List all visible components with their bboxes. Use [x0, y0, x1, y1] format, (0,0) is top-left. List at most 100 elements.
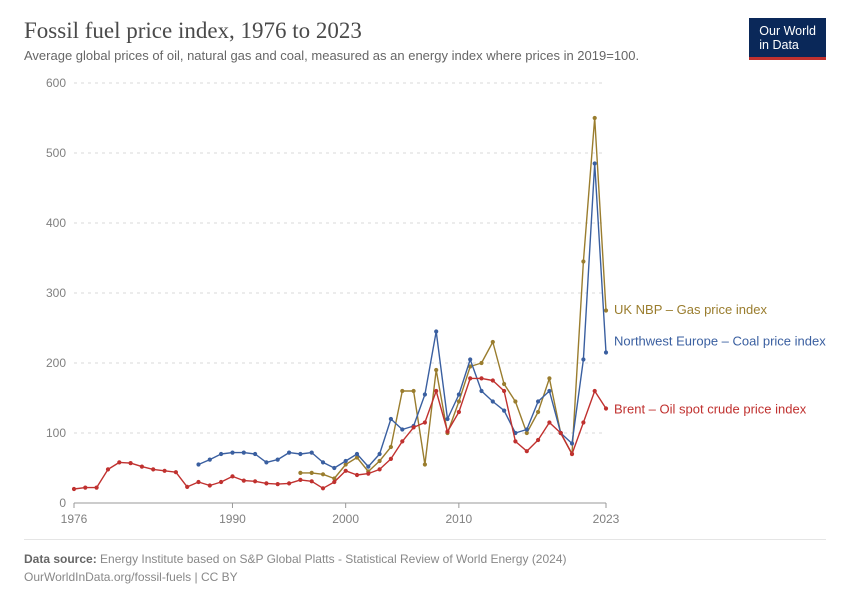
- series-marker-oil: [434, 389, 438, 393]
- series-marker-coal: [570, 441, 574, 445]
- series-marker-coal: [502, 409, 506, 413]
- series-marker-gas: [310, 471, 314, 475]
- series-label-oil: Brent – Oil spot crude price index: [614, 401, 807, 416]
- series-marker-oil: [72, 487, 76, 491]
- series-marker-coal: [593, 161, 597, 165]
- series-marker-oil: [196, 480, 200, 484]
- series-marker-gas: [513, 399, 517, 403]
- chart-title: Fossil fuel price index, 1976 to 2023: [24, 18, 639, 44]
- series-marker-oil: [355, 473, 359, 477]
- logo-line1: Our World: [759, 24, 816, 38]
- series-marker-coal: [287, 451, 291, 455]
- series-marker-oil: [253, 479, 257, 483]
- series-marker-oil: [559, 431, 563, 435]
- series-marker-oil: [412, 425, 416, 429]
- series-marker-coal: [264, 460, 268, 464]
- series-marker-coal: [536, 399, 540, 403]
- series-marker-coal: [445, 417, 449, 421]
- series-marker-gas: [479, 361, 483, 365]
- x-tick-label: 2023: [593, 512, 620, 526]
- series-marker-gas: [604, 308, 608, 312]
- series-marker-oil: [117, 460, 121, 464]
- series-marker-oil: [344, 469, 348, 473]
- source-label: Data source:: [24, 552, 97, 566]
- series-marker-oil: [129, 461, 133, 465]
- series-marker-oil: [310, 479, 314, 483]
- series-marker-coal: [400, 427, 404, 431]
- series-marker-oil: [479, 376, 483, 380]
- series-marker-gas: [378, 459, 382, 463]
- series-marker-coal: [332, 466, 336, 470]
- y-tick-label: 300: [46, 286, 66, 300]
- series-marker-coal: [389, 417, 393, 421]
- series-marker-oil: [502, 389, 506, 393]
- series-marker-oil: [174, 470, 178, 474]
- series-marker-oil: [547, 420, 551, 424]
- series-marker-gas: [593, 116, 597, 120]
- series-marker-coal: [525, 427, 529, 431]
- owid-logo: Our World in Data: [749, 18, 826, 60]
- series-marker-oil: [366, 472, 370, 476]
- series-marker-coal: [491, 399, 495, 403]
- series-marker-oil: [457, 410, 461, 414]
- series-marker-gas: [502, 382, 506, 386]
- source-text: Energy Institute based on S&P Global Pla…: [100, 552, 566, 566]
- series-marker-coal: [321, 460, 325, 464]
- series-marker-coal: [581, 357, 585, 361]
- series-marker-oil: [298, 478, 302, 482]
- series-marker-gas: [412, 389, 416, 393]
- series-marker-oil: [570, 452, 574, 456]
- series-marker-coal: [457, 392, 461, 396]
- series-marker-gas: [434, 368, 438, 372]
- series-marker-coal: [547, 389, 551, 393]
- series-marker-oil: [83, 486, 87, 490]
- series-marker-coal: [298, 452, 302, 456]
- x-tick-label: 2000: [332, 512, 359, 526]
- series-marker-oil: [140, 465, 144, 469]
- chart-subtitle: Average global prices of oil, natural ga…: [24, 48, 639, 63]
- series-marker-oil: [491, 378, 495, 382]
- series-marker-coal: [310, 451, 314, 455]
- chart-footer: Data source: Energy Institute based on S…: [24, 539, 826, 586]
- series-marker-oil: [525, 449, 529, 453]
- series-marker-oil: [219, 480, 223, 484]
- series-marker-oil: [276, 482, 280, 486]
- y-tick-label: 200: [46, 356, 66, 370]
- y-tick-label: 500: [46, 146, 66, 160]
- series-marker-oil: [332, 480, 336, 484]
- x-tick-label: 1976: [61, 512, 88, 526]
- series-marker-coal: [378, 452, 382, 456]
- series-marker-oil: [264, 481, 268, 485]
- series-marker-oil: [389, 457, 393, 461]
- series-marker-coal: [276, 458, 280, 462]
- series-marker-coal: [468, 357, 472, 361]
- y-tick-label: 400: [46, 216, 66, 230]
- series-marker-coal: [355, 452, 359, 456]
- series-marker-gas: [581, 259, 585, 263]
- y-tick-label: 0: [59, 496, 66, 510]
- series-marker-oil: [151, 467, 155, 471]
- series-marker-gas: [547, 376, 551, 380]
- series-marker-coal: [253, 452, 257, 456]
- series-marker-oil: [208, 483, 212, 487]
- series-marker-oil: [593, 389, 597, 393]
- footer-license: CC BY: [201, 570, 238, 584]
- series-label-gas: UK NBP – Gas price index: [614, 302, 767, 317]
- series-line-gas: [300, 118, 606, 479]
- x-tick-label: 1990: [219, 512, 246, 526]
- logo-line2: in Data: [759, 38, 816, 52]
- series-marker-oil: [185, 485, 189, 489]
- series-marker-oil: [445, 430, 449, 434]
- series-marker-coal: [479, 389, 483, 393]
- series-marker-oil: [604, 406, 608, 410]
- series-marker-gas: [321, 472, 325, 476]
- series-marker-coal: [604, 350, 608, 354]
- series-marker-coal: [196, 462, 200, 466]
- footer-link: OurWorldInData.org/fossil-fuels: [24, 570, 191, 584]
- series-marker-gas: [491, 340, 495, 344]
- y-tick-label: 100: [46, 426, 66, 440]
- series-marker-oil: [242, 479, 246, 483]
- x-tick-label: 2010: [445, 512, 472, 526]
- series-marker-coal: [434, 329, 438, 333]
- series-marker-oil: [230, 474, 234, 478]
